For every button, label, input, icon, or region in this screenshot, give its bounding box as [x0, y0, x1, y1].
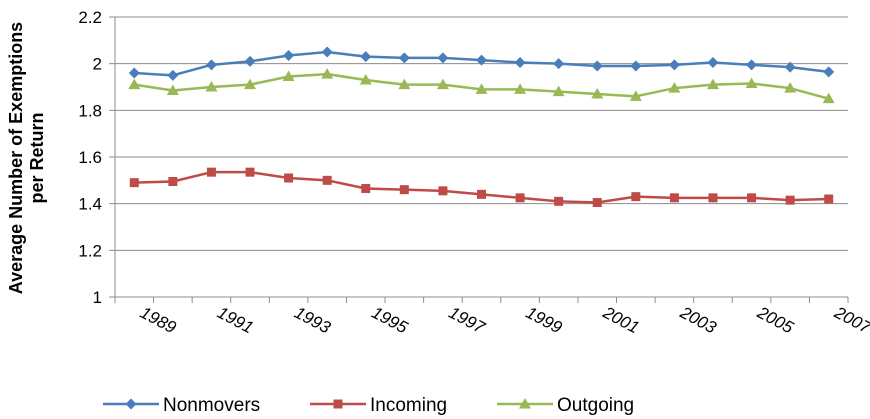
data-point-nonmovers	[630, 60, 642, 72]
data-point-incoming	[669, 193, 679, 203]
data-point-nonmovers	[514, 57, 526, 68]
data-point-nonmovers	[437, 52, 449, 64]
axes	[114, 17, 849, 303]
data-point-outgoing	[629, 90, 642, 101]
data-point-outgoing	[128, 78, 141, 90]
data-point-outgoing	[552, 85, 565, 97]
x-tick-label: 2001	[599, 302, 642, 337]
data-point-incoming	[631, 192, 641, 202]
data-point-outgoing	[398, 78, 411, 90]
data-point-nonmovers	[707, 57, 719, 68]
x-tick-label: 1993	[291, 303, 334, 338]
data-point-incoming	[824, 194, 834, 204]
data-point-nonmovers	[746, 59, 758, 71]
data-point-incoming	[477, 189, 486, 199]
data-point-nonmovers	[784, 61, 796, 73]
series-group	[128, 46, 835, 207]
data-point-incoming	[785, 195, 795, 205]
data-point-outgoing	[359, 74, 372, 85]
series-outgoing	[128, 68, 835, 104]
data-point-outgoing	[205, 81, 218, 92]
x-tick-label: 1991	[214, 303, 256, 338]
y-tick-label: 1	[93, 288, 102, 307]
data-point-outgoing	[321, 68, 334, 79]
legend-label: Incoming	[370, 395, 447, 416]
data-point-nonmovers	[167, 69, 179, 81]
data-point-outgoing	[668, 82, 681, 93]
x-tick-label: 1997	[446, 303, 489, 338]
legend: Nonmovers Incoming Outgoing	[103, 395, 634, 416]
data-point-incoming	[515, 193, 525, 203]
data-point-incoming	[747, 193, 757, 203]
y-tick-label: 1.2	[78, 241, 102, 260]
y-tick-label: 1.4	[78, 195, 102, 214]
y-tick-label: 1.6	[78, 148, 102, 167]
y-axis-title: Average Number of Exemptions per Return	[6, 22, 47, 294]
data-point-nonmovers	[283, 50, 295, 61]
data-point-outgoing	[591, 88, 604, 99]
x-tick-label: 1999	[523, 303, 566, 338]
data-point-nonmovers	[398, 52, 410, 64]
data-point-outgoing	[475, 83, 488, 94]
x-tick-label: 1989	[137, 303, 180, 338]
x-tick-label: 2005	[753, 302, 797, 337]
data-point-outgoing	[244, 78, 257, 90]
data-point-outgoing	[514, 83, 527, 94]
data-point-incoming	[438, 186, 448, 196]
series-incoming	[129, 167, 834, 207]
data-point-nonmovers	[553, 58, 565, 70]
y-axis-ticks: 1 1.2 1.4 1.6 1.8 2 2.2	[78, 8, 115, 307]
x-tick-label: 1995	[368, 303, 411, 338]
data-point-incoming	[245, 167, 255, 177]
legend-marker	[125, 398, 137, 410]
data-point-incoming	[554, 196, 564, 206]
y-tick-label: 1.8	[78, 101, 102, 120]
data-point-outgoing	[745, 77, 758, 88]
data-point-outgoing	[706, 78, 719, 90]
data-point-outgoing	[166, 84, 179, 95]
data-point-nonmovers	[823, 66, 835, 78]
data-point-incoming	[129, 178, 139, 188]
data-point-incoming	[592, 198, 602, 207]
data-point-outgoing	[436, 78, 449, 90]
data-point-incoming	[168, 177, 178, 186]
data-point-incoming	[206, 167, 216, 177]
data-point-nonmovers	[668, 59, 680, 71]
data-point-outgoing	[282, 70, 295, 81]
data-point-nonmovers	[321, 46, 333, 58]
y-tick-label: 2	[93, 55, 102, 74]
data-point-incoming	[322, 175, 332, 185]
legend-label: Outgoing	[557, 395, 634, 416]
data-point-nonmovers	[128, 67, 140, 79]
legend-item-outgoing: Outgoing	[497, 395, 634, 416]
legend-label: Nonmovers	[163, 395, 260, 416]
data-point-incoming	[284, 173, 294, 183]
legend-marker	[519, 398, 531, 409]
data-point-incoming	[361, 184, 371, 193]
legend-marker	[333, 399, 343, 409]
legend-item-incoming: Incoming	[310, 395, 447, 416]
y-axis-title-line-1: Average Number of Exemptions	[6, 22, 26, 294]
data-point-nonmovers	[476, 54, 487, 66]
data-point-incoming	[708, 193, 718, 203]
x-tick-label: 2003	[676, 302, 720, 337]
legend-item-nonmovers: Nonmovers	[103, 395, 260, 416]
y-tick-label: 2.2	[78, 8, 102, 27]
x-tick-label: 2007	[831, 302, 870, 337]
data-point-outgoing	[822, 92, 835, 104]
data-point-nonmovers	[591, 60, 603, 72]
data-point-incoming	[399, 185, 409, 195]
x-axis-ticks: 1989 1991 1993 1995 1997 1999 2001 2003 2005 2007	[137, 302, 870, 337]
data-point-nonmovers	[360, 51, 372, 63]
y-axis-title-line-2: per Return	[27, 112, 47, 203]
data-point-outgoing	[784, 82, 797, 93]
series-nonmovers	[128, 46, 835, 81]
data-point-nonmovers	[244, 55, 256, 67]
data-point-nonmovers	[205, 59, 217, 71]
gridlines	[115, 16, 848, 251]
